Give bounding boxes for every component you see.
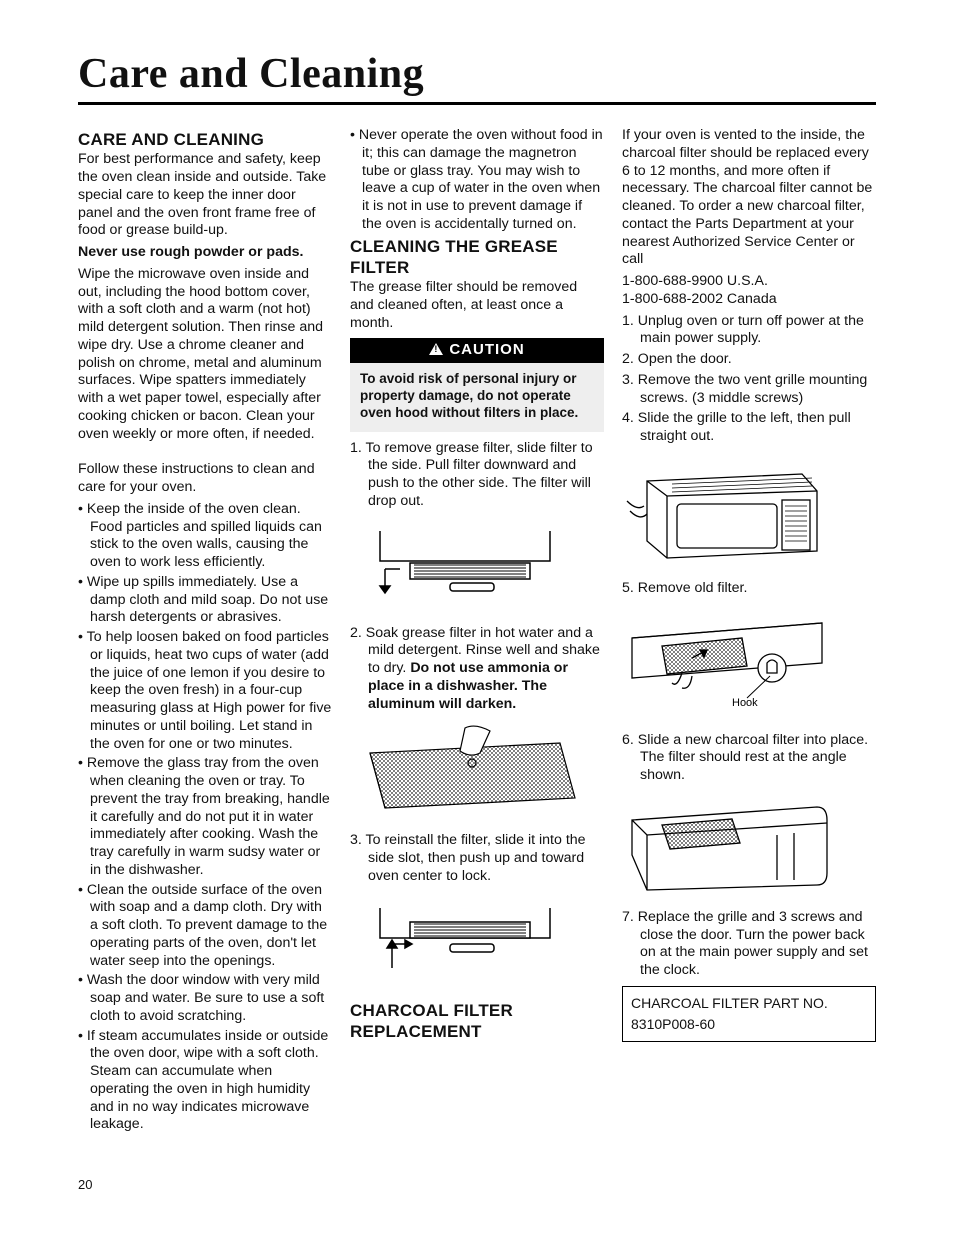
grease-steps-2: Soak grease filter in hot water and a mi… — [350, 625, 604, 714]
hook-label: Hook — [732, 697, 758, 709]
care-wipe: Wipe the microwave oven inside and out, … — [78, 266, 332, 444]
body-columns: CARE AND CLEANING For best performance a… — [78, 127, 876, 1167]
list-item: Open the door. — [622, 351, 876, 369]
section-grease-heading: CLEANING THE GREASE FILTER — [350, 236, 604, 279]
charcoal-intro: If your oven is vented to the inside, th… — [622, 127, 876, 269]
list-item: Soak grease filter in hot water and a mi… — [350, 625, 604, 714]
grease-intro: The grease filter should be removed and … — [350, 279, 604, 332]
phone-ca: 1-800-688-2002 Canada — [622, 291, 876, 309]
page-number: 20 — [78, 1177, 876, 1192]
care-intro: For best performance and safety, keep th… — [78, 151, 332, 240]
caution-bar: CAUTION — [350, 338, 604, 363]
caution-body: To avoid risk of personal injury or prop… — [350, 363, 604, 432]
section-care-heading: CARE AND CLEANING — [78, 129, 332, 150]
figure-remove-filter: Hook — [622, 608, 876, 718]
list-item: Remove the two vent grille mounting scre… — [622, 372, 876, 408]
list-item: Clean the outside surface of the oven wi… — [78, 882, 332, 971]
charcoal-steps-7: Replace the grille and 3 screws and clos… — [622, 909, 876, 980]
list-item: To help loosen baked on food particles o… — [78, 629, 332, 753]
section-charcoal-heading: CHARCOAL FILTER REPLACEMENT — [350, 1000, 604, 1043]
list-item: To reinstall the filter, slide it into t… — [350, 832, 604, 885]
grease-steps-3: To reinstall the filter, slide it into t… — [350, 832, 604, 885]
phone-us: 1-800-688-9900 U.S.A. — [622, 273, 876, 291]
part-number-box: CHARCOAL FILTER PART NO. 8310P008-60 — [622, 986, 876, 1042]
care-follow: Follow these instructions to clean and c… — [78, 461, 332, 497]
figure-grease-soak — [350, 723, 604, 818]
warning-icon — [429, 343, 443, 355]
list-item: Replace the grille and 3 screws and clos… — [622, 909, 876, 980]
list-item: Remove old filter. — [622, 580, 876, 598]
list-item: If steam accumulates inside or outside t… — [78, 1028, 332, 1135]
figure-new-filter — [622, 795, 876, 895]
grease-steps: To remove grease filter, slide filter to… — [350, 440, 604, 511]
charcoal-steps-5: Remove old filter. — [622, 580, 876, 598]
figure-grease-remove — [350, 521, 604, 611]
figure-microwave — [622, 456, 876, 566]
list-item: Unplug oven or turn off power at the mai… — [622, 313, 876, 349]
list-item: Slide a new charcoal filter into place. … — [622, 732, 876, 785]
list-item: Slide the grille to the left, then pull … — [622, 410, 876, 446]
list-item: Remove the glass tray from the oven when… — [78, 755, 332, 879]
part-number: 8310P008-60 — [631, 1014, 867, 1035]
charcoal-steps-6: Slide a new charcoal filter into place. … — [622, 732, 876, 785]
page-title: Care and Cleaning — [78, 50, 876, 105]
list-item: Keep the inside of the oven clean. Food … — [78, 501, 332, 572]
care-never: Never use rough powder or pads. — [78, 244, 332, 262]
part-label: CHARCOAL FILTER PART NO. — [631, 993, 867, 1014]
figure-grease-reinstall — [350, 896, 604, 986]
list-item: Wipe up spills immediately. Use a damp c… — [78, 574, 332, 627]
caution-label: CAUTION — [449, 341, 524, 358]
list-item: To remove grease filter, slide filter to… — [350, 440, 604, 511]
list-item: Wash the door window with very mild soap… — [78, 972, 332, 1025]
charcoal-steps: Unplug oven or turn off power at the mai… — [622, 313, 876, 446]
list-item: Never operate the oven without food in i… — [350, 127, 604, 234]
